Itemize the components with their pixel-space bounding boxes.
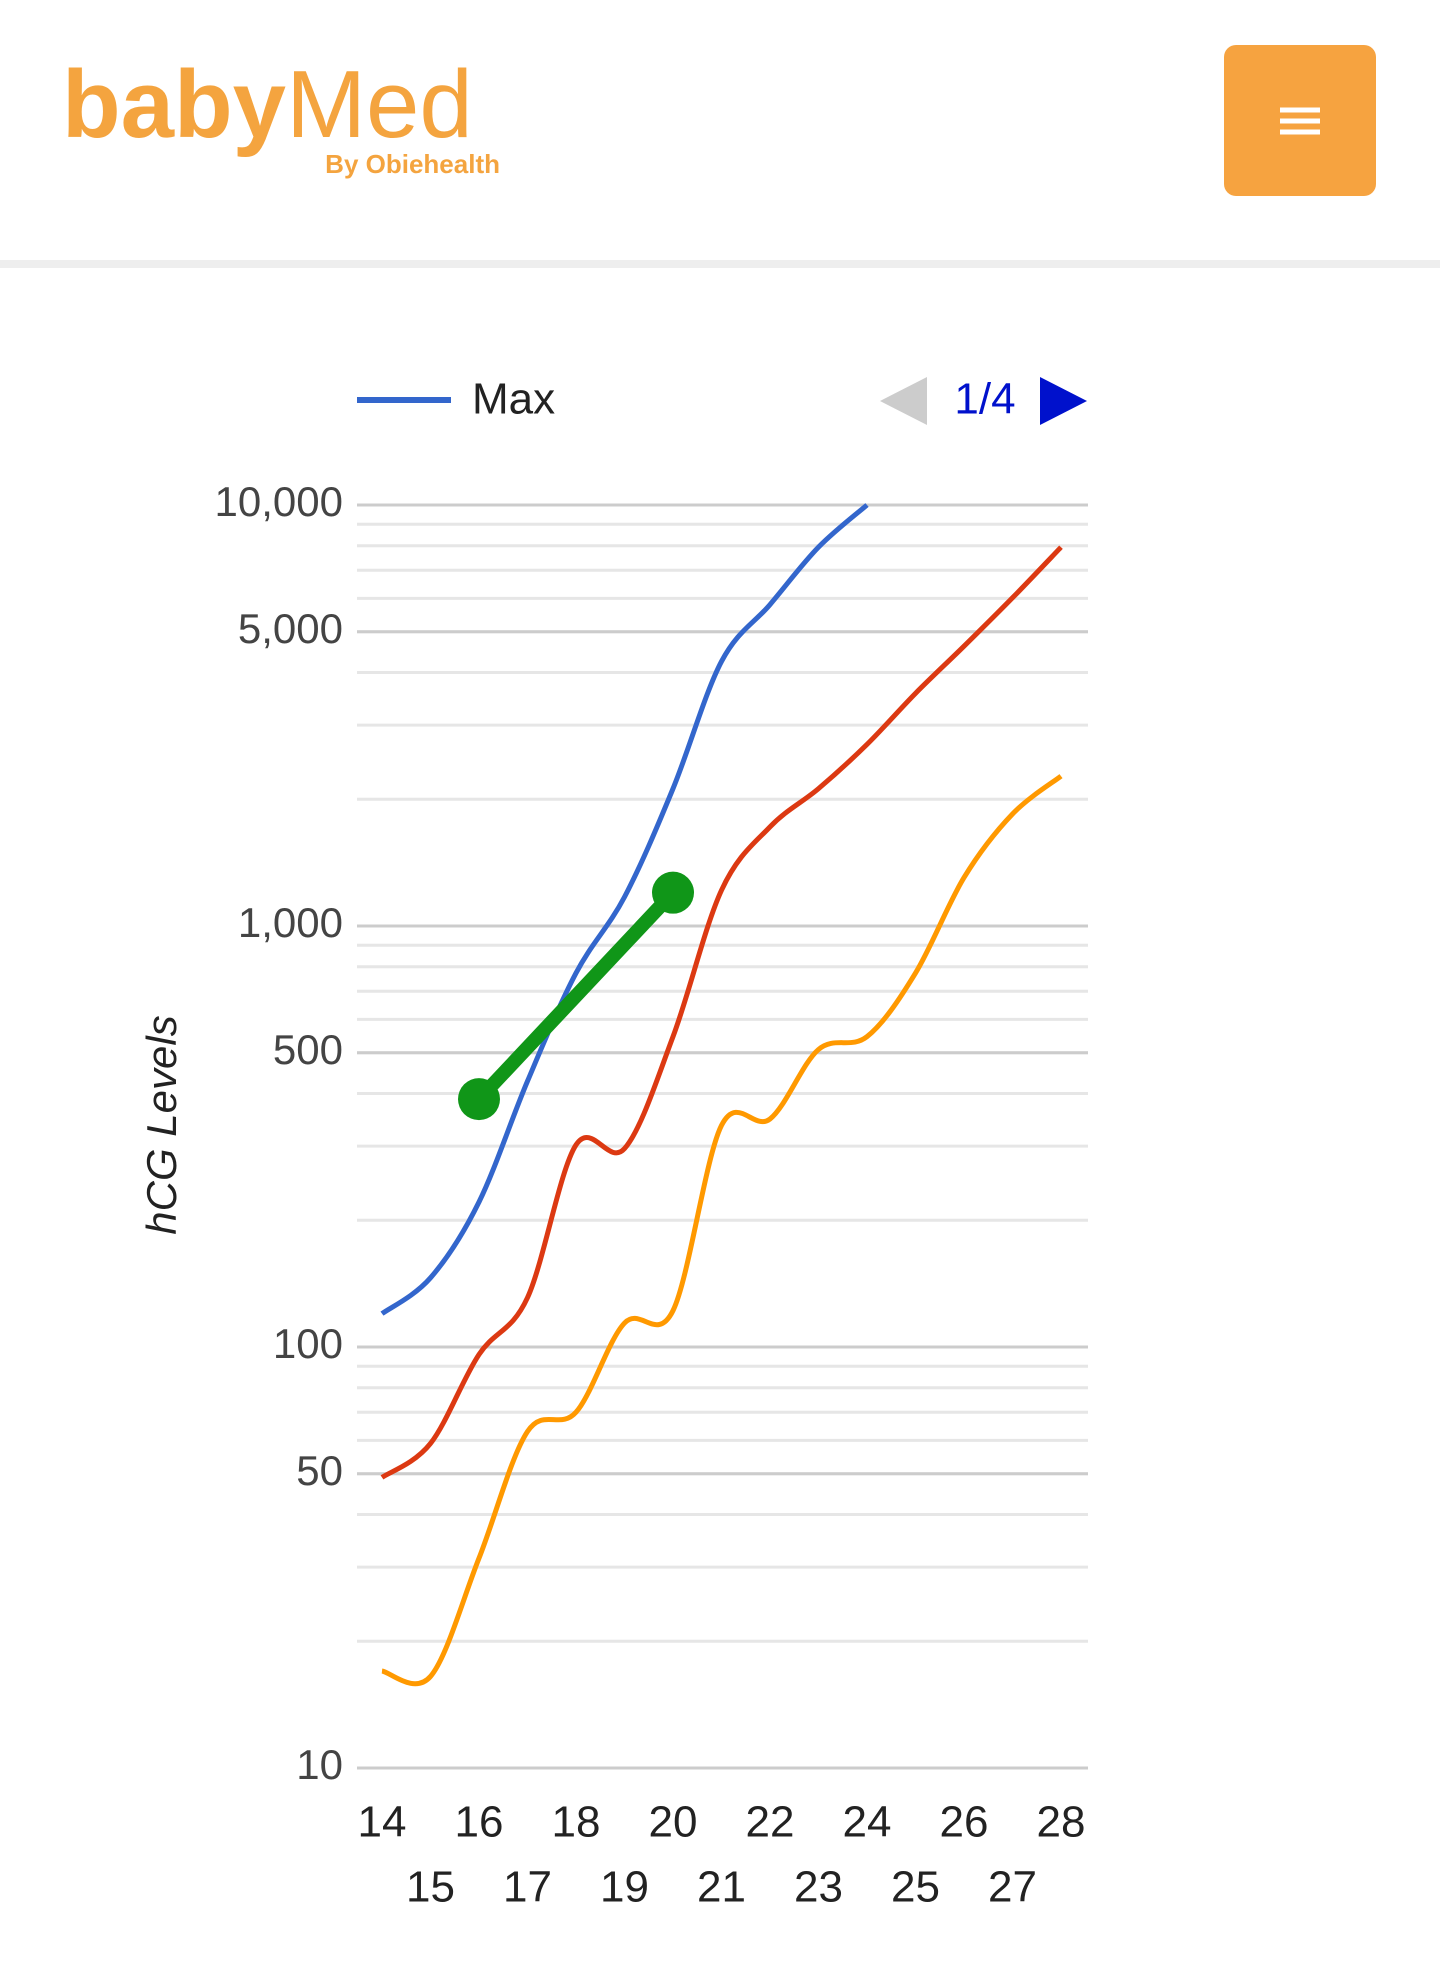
x-tick-label: 22 xyxy=(746,1798,795,1847)
y-tick-label: 10 xyxy=(296,1741,343,1788)
x-tick-label: 20 xyxy=(649,1798,698,1847)
x-tick-label: 16 xyxy=(455,1798,504,1847)
data-point xyxy=(458,1078,500,1121)
x-tick-label: 26 xyxy=(940,1798,989,1847)
series-line xyxy=(380,545,1063,1480)
y-axis-title: hCG Levels xyxy=(138,1015,185,1234)
y-tick-label: 500 xyxy=(273,1026,343,1073)
y-tick-label: 100 xyxy=(273,1320,343,1367)
x-tick-label: 15 xyxy=(406,1863,455,1912)
x-tick-label: 28 xyxy=(1037,1798,1086,1847)
legend-prev xyxy=(880,377,927,425)
logo-light: Med xyxy=(286,51,473,158)
x-tick-label: 24 xyxy=(843,1798,892,1847)
data-point xyxy=(652,871,694,914)
legend-next[interactable] xyxy=(1040,377,1087,425)
logo-subtitle: By Obiehealth xyxy=(325,149,500,179)
series-line xyxy=(380,503,869,1316)
x-tick-label: 17 xyxy=(503,1863,552,1912)
y-tick-label: 10,000 xyxy=(215,478,343,525)
series-line xyxy=(381,774,1063,1687)
series-line xyxy=(472,885,680,1107)
y-tick-label: 1,000 xyxy=(238,899,343,946)
y-tick-label: 50 xyxy=(296,1447,343,1494)
x-tick-label: 21 xyxy=(697,1863,746,1912)
logo[interactable]: babyMed xyxy=(62,51,473,158)
logo-bold: baby xyxy=(62,51,286,158)
header-divider xyxy=(0,260,1440,268)
x-tick-label: 27 xyxy=(988,1863,1037,1912)
menu-icon xyxy=(1280,107,1320,135)
x-tick-label: 14 xyxy=(358,1798,407,1847)
y-tick-label: 5,000 xyxy=(238,605,343,652)
x-tick-label: 19 xyxy=(600,1863,649,1912)
legend-label: Max xyxy=(472,375,555,424)
x-tick-label: 18 xyxy=(552,1798,601,1847)
header xyxy=(0,0,1440,262)
x-tick-label: 25 xyxy=(891,1863,940,1912)
legend-page: 1/4 xyxy=(954,375,1015,424)
x-tick-label: 23 xyxy=(794,1863,843,1912)
